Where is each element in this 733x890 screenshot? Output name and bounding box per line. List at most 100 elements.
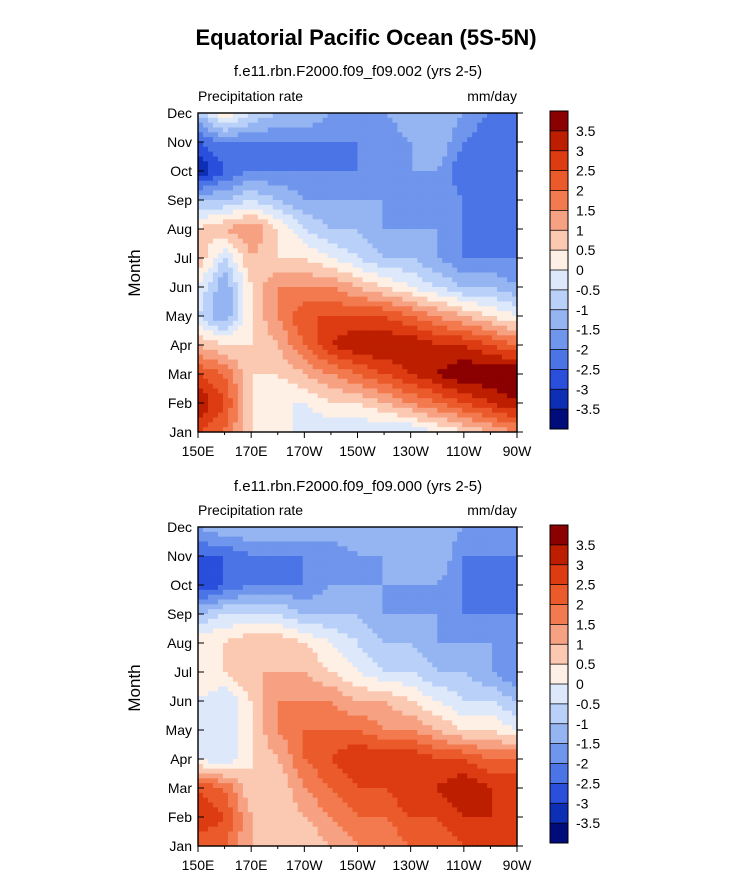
- heatmap-cell: [372, 200, 379, 206]
- heatmap-cell: [237, 127, 244, 133]
- heatmap-cell: [387, 195, 393, 201]
- heatmap-cell: [242, 195, 249, 201]
- heatmap-cell: [227, 253, 234, 259]
- heatmap-cell: [497, 248, 503, 254]
- heatmap-cell: [352, 536, 359, 543]
- heatmap-cell: [297, 565, 304, 572]
- heatmap-cell: [447, 137, 453, 143]
- heatmap-cell: [502, 229, 508, 235]
- heatmap-cell: [307, 156, 314, 162]
- heatmap-cell: [352, 195, 359, 201]
- heatmap-cell: [362, 122, 369, 129]
- heatmap-cell: [432, 565, 438, 572]
- heatmap-cell: [292, 541, 299, 547]
- heatmap-cell: [282, 238, 289, 245]
- heatmap-cell: [497, 354, 503, 361]
- heatmap-cell: [212, 204, 219, 211]
- heatmap-cell: [242, 374, 249, 380]
- heatmap-cell: [412, 374, 418, 380]
- heatmap-cell: [267, 296, 274, 303]
- heatmap-cell: [198, 565, 204, 572]
- heatmap-cell: [362, 229, 369, 235]
- heatmap-cell: [437, 185, 443, 191]
- heatmap-cell: [212, 345, 219, 351]
- heatmap-cell: [397, 272, 403, 278]
- heatmap-cell: [272, 388, 279, 394]
- heatmap-cell: [492, 142, 498, 148]
- heatmap-cell: [322, 243, 329, 249]
- heatmap-cell: [452, 185, 458, 191]
- heatmap-cell: [487, 142, 493, 148]
- heatmap-cell: [362, 560, 369, 567]
- heatmap-cell: [257, 374, 264, 380]
- heatmap-cell: [497, 403, 503, 409]
- heatmap-cell: [302, 403, 309, 409]
- heatmap-cell: [198, 253, 204, 259]
- heatmap-cell: [467, 556, 473, 562]
- heatmap-cell: [367, 330, 374, 336]
- heatmap-cell: [392, 536, 398, 543]
- heatmap-cell: [292, 398, 299, 404]
- heatmap-cell: [272, 527, 279, 533]
- heatmap-cell: [392, 248, 398, 254]
- heatmap-cell: [452, 546, 458, 552]
- heatmap-cell: [222, 175, 229, 182]
- heatmap-cell: [322, 277, 329, 283]
- heatmap-cell: [212, 113, 219, 119]
- heatmap-cell: [317, 161, 324, 167]
- heatmap-cell: [337, 359, 344, 365]
- heatmap-cell: [447, 190, 453, 196]
- heatmap-cell: [342, 296, 349, 303]
- heatmap-cell: [312, 248, 319, 254]
- heatmap-cell: [302, 267, 309, 274]
- heatmap-cell: [307, 219, 314, 225]
- heatmap-cell: [302, 190, 309, 196]
- heatmap-cell: [407, 556, 413, 562]
- heatmap-cell: [332, 427, 339, 433]
- heatmap-cell: [212, 335, 219, 341]
- heatmap-cell: [437, 551, 443, 557]
- heatmap-cell: [497, 190, 503, 196]
- heatmap-cell: [507, 175, 513, 182]
- heatmap-cell: [462, 296, 468, 303]
- heatmap-cell: [362, 127, 369, 133]
- heatmap-cell: [392, 417, 398, 423]
- heatmap-cell: [357, 374, 364, 380]
- heatmap-cell: [282, 204, 289, 211]
- heatmap-cell: [507, 330, 513, 336]
- heatmap-cell: [487, 253, 493, 259]
- heatmap-cell: [207, 407, 214, 414]
- heatmap-cell: [387, 151, 393, 158]
- heatmap-cell: [198, 316, 204, 322]
- heatmap-cell: [277, 137, 284, 143]
- heatmap-cell: [312, 122, 319, 129]
- heatmap-cell: [227, 151, 234, 158]
- heatmap-cell: [342, 195, 349, 201]
- heatmap-cell: [497, 417, 503, 423]
- heatmap-cell: [502, 403, 508, 409]
- heatmap-cell: [332, 204, 339, 211]
- panel-2-plot-area: JanFebMarAprMayJunJulAugSepOctNovDec150E…: [166, 519, 533, 873]
- heatmap-cell: [377, 354, 384, 361]
- heatmap-cell: [512, 556, 518, 562]
- heatmap-cell: [247, 560, 254, 567]
- heatmap-cell: [477, 204, 483, 211]
- y-tick-label: Dec: [167, 105, 192, 121]
- heatmap-cell: [237, 209, 244, 216]
- heatmap-cell: [198, 161, 204, 167]
- heatmap-cell: [397, 229, 403, 235]
- heatmap-cell: [297, 166, 304, 172]
- heatmap-cell: [362, 277, 369, 283]
- heatmap-cell: [457, 374, 463, 380]
- heatmap-cell: [282, 536, 289, 543]
- heatmap-cell: [457, 267, 463, 274]
- heatmap-cell: [447, 374, 453, 380]
- heatmap-cell: [292, 238, 299, 245]
- heatmap-cell: [487, 122, 493, 129]
- heatmap-cell: [447, 238, 453, 245]
- heatmap-cell: [462, 258, 468, 264]
- heatmap-cell: [492, 195, 498, 201]
- heatmap-cell: [332, 195, 339, 201]
- heatmap-cell: [512, 262, 518, 269]
- heatmap-cell: [302, 219, 309, 225]
